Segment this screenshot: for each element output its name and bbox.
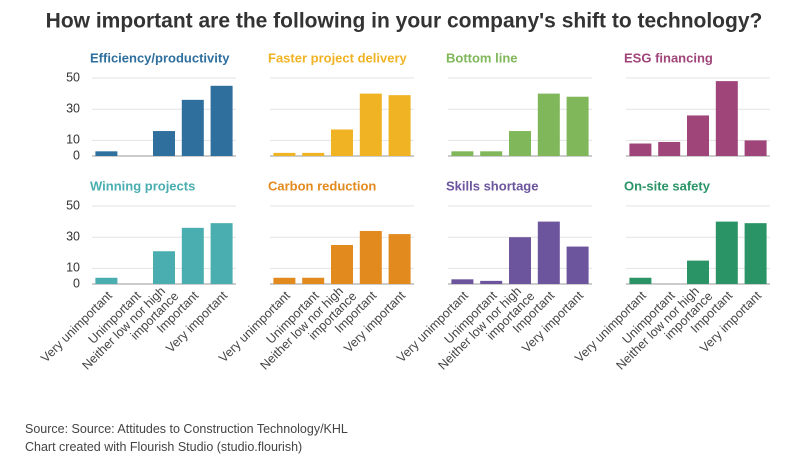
y-tick-label: 50 <box>66 70 80 84</box>
bar <box>153 251 175 284</box>
y-tick-label: 30 <box>66 229 80 243</box>
bar <box>210 85 233 156</box>
panel-title: ESG financing <box>624 50 713 65</box>
bar <box>744 223 767 284</box>
bar <box>537 221 560 284</box>
bar <box>715 81 738 156</box>
panel-title: Faster project delivery <box>268 50 407 65</box>
bar <box>509 237 531 284</box>
y-tick-label: 30 <box>66 101 80 115</box>
bar <box>302 277 325 284</box>
bar <box>331 245 353 284</box>
source: Source: Source: Attitudes to Constructio… <box>25 422 348 436</box>
bar <box>687 260 709 284</box>
bar <box>509 131 531 156</box>
y-tick-label: 10 <box>66 261 80 275</box>
credit: Chart created with Flourish Studio (stud… <box>25 440 303 454</box>
panel-title: On-site safety <box>624 178 711 193</box>
bar <box>331 129 353 156</box>
bar <box>629 143 652 156</box>
y-tick-label: 0 <box>73 276 80 290</box>
bar <box>181 227 204 284</box>
chart: How important are the following in your … <box>38 10 770 373</box>
bar <box>658 141 681 156</box>
bar <box>451 279 474 284</box>
bar <box>388 95 411 156</box>
y-tick-label: 50 <box>66 198 80 212</box>
bar <box>744 140 767 156</box>
panel-title: Skills shortage <box>446 178 538 193</box>
chart-title: How important are the following in your … <box>46 10 763 33</box>
bar <box>302 152 325 156</box>
bar <box>95 151 118 156</box>
bar <box>629 277 652 284</box>
bar <box>480 151 503 156</box>
bar <box>480 280 503 284</box>
bar <box>359 93 382 156</box>
bar <box>566 246 589 284</box>
bar <box>687 115 709 156</box>
bar <box>537 93 560 156</box>
bar <box>95 277 118 284</box>
panel-title: Carbon reduction <box>268 178 376 193</box>
bar <box>451 151 474 156</box>
bar <box>566 96 589 156</box>
panel-title: Winning projects <box>90 178 195 193</box>
bar <box>153 131 175 156</box>
bar <box>210 223 233 284</box>
bar <box>273 277 296 284</box>
bar <box>715 221 738 284</box>
bar <box>388 234 411 284</box>
panel-title: Bottom line <box>446 50 518 65</box>
bar <box>359 230 382 284</box>
y-tick-label: 10 <box>66 133 80 147</box>
bar <box>181 99 204 156</box>
panel-title: Efficiency/productivity <box>90 50 230 65</box>
bar <box>273 152 296 156</box>
y-tick-label: 0 <box>73 148 80 162</box>
